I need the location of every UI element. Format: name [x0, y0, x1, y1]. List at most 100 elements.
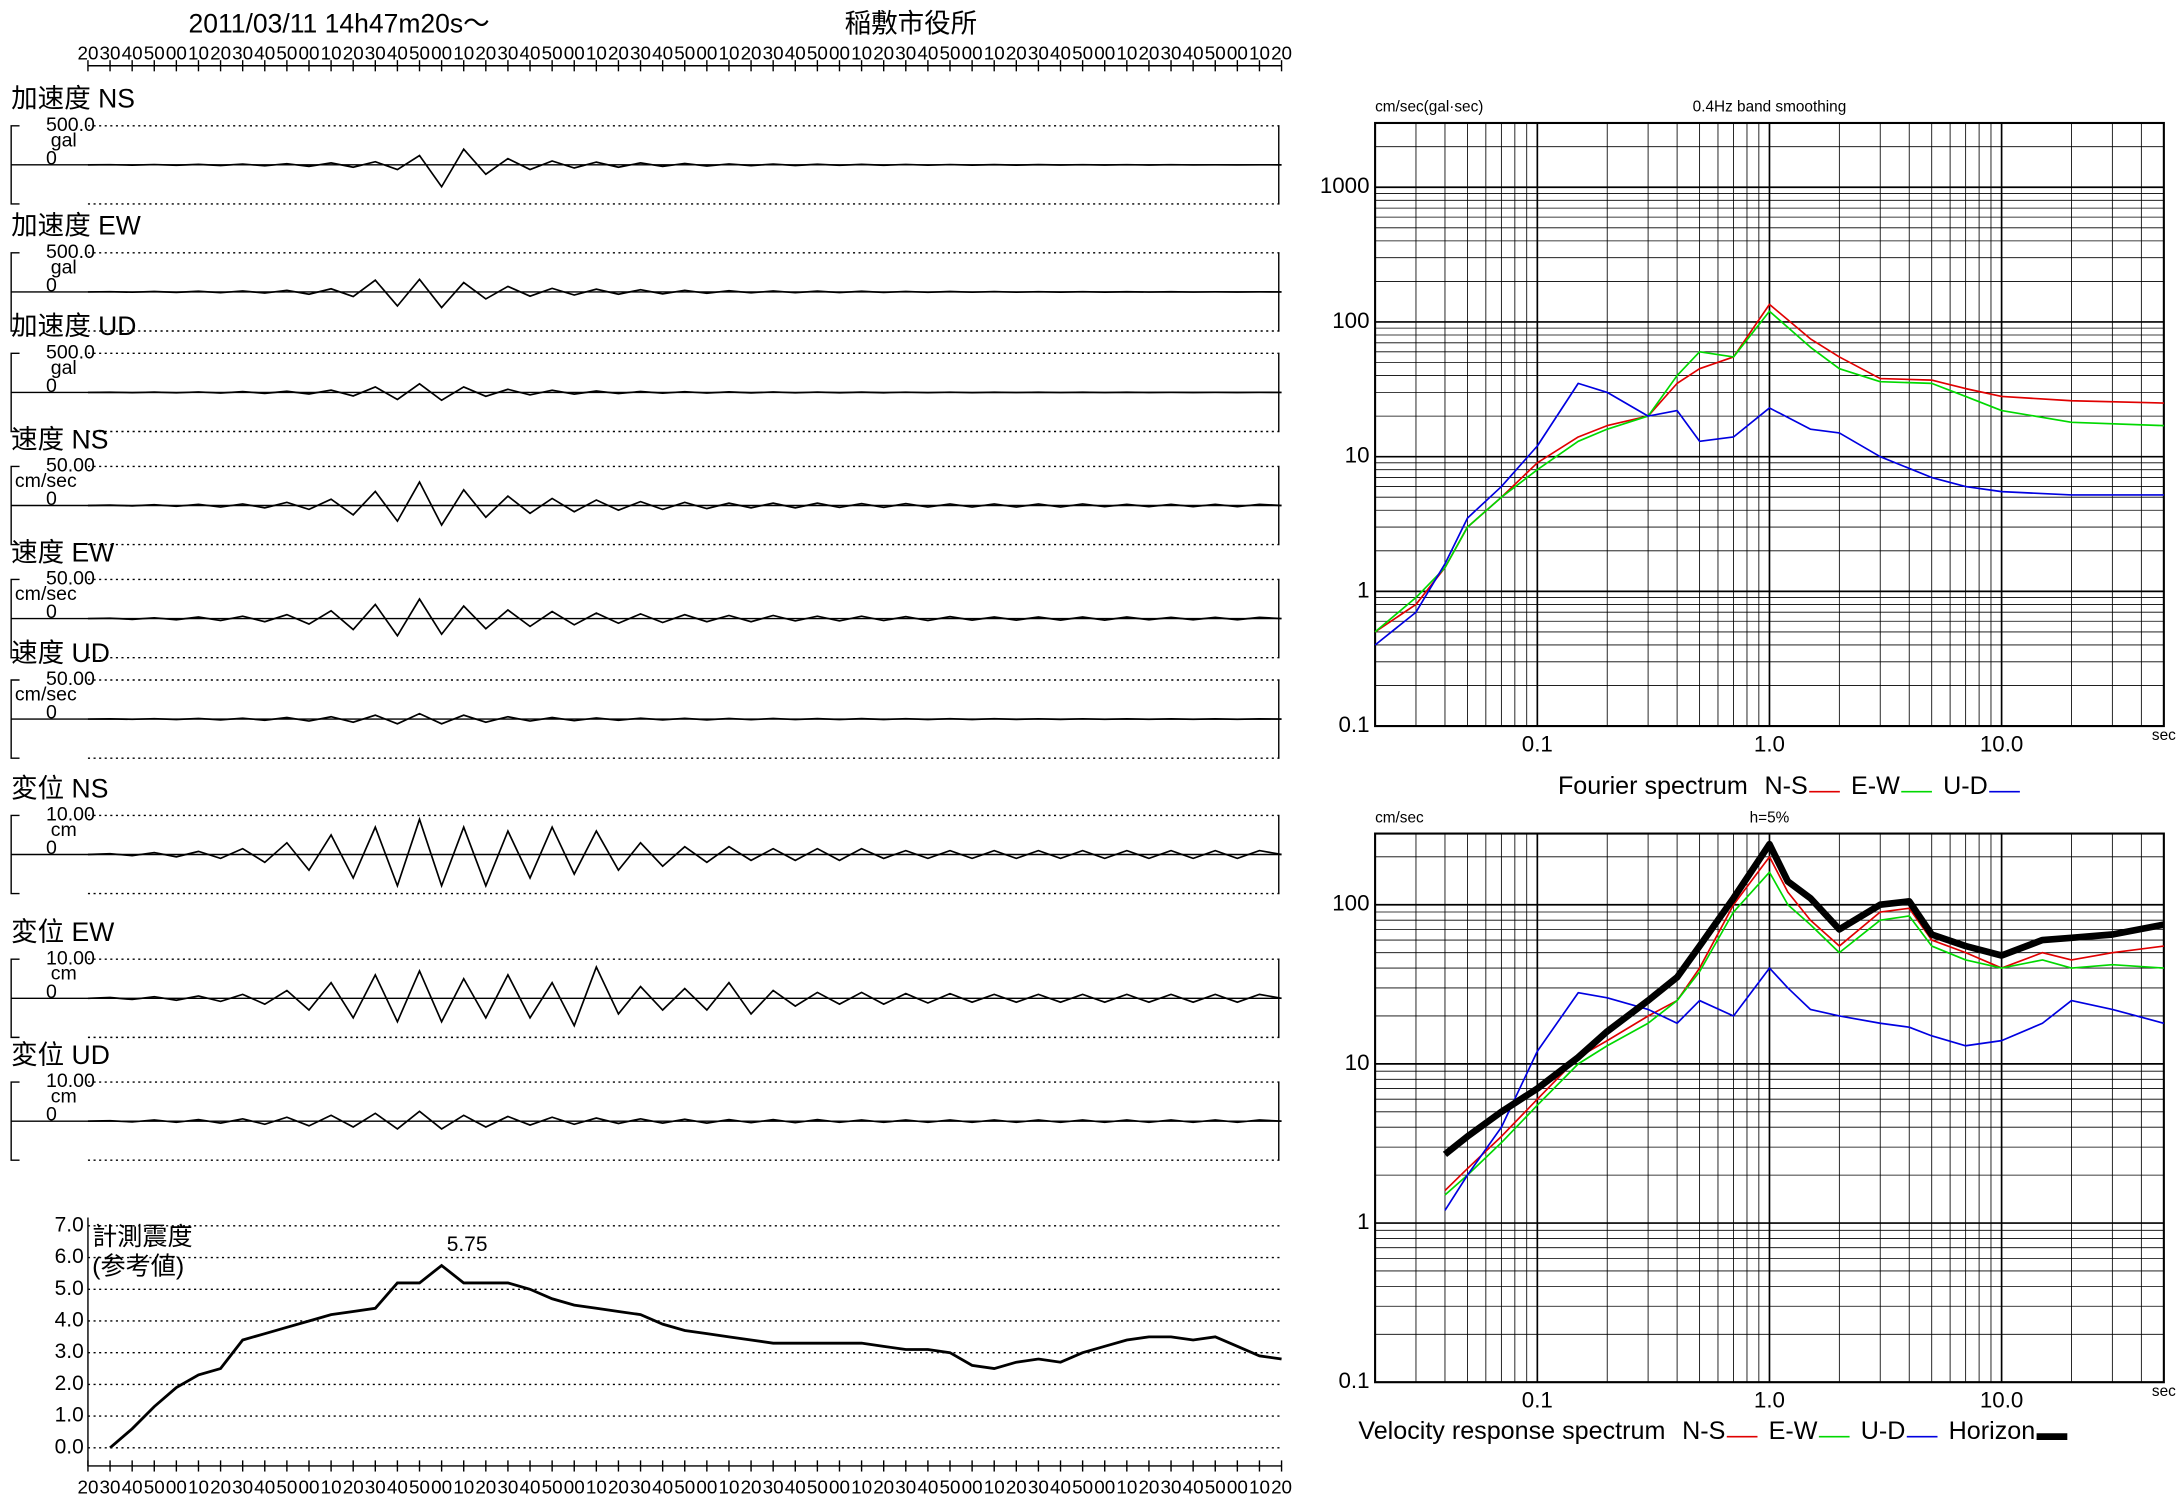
- x-tick-label: 20: [475, 43, 496, 64]
- waveform: [87, 278, 1282, 309]
- x-tick-label: 00: [829, 1476, 850, 1497]
- x-tick-label: 30: [497, 1476, 518, 1497]
- x-tick-label: 1.0: [1754, 732, 1785, 757]
- y-tick-label: 0: [46, 375, 57, 397]
- x-tick-label: 50: [542, 43, 563, 64]
- panel-title: 速度 EW: [11, 537, 114, 567]
- x-tick-label: 00: [431, 1476, 452, 1497]
- x-tick-label: 40: [387, 43, 408, 64]
- x-tick-label: 20: [1138, 1476, 1159, 1497]
- x-tick-label: 20: [873, 1476, 894, 1497]
- y-tick-label: 10: [1345, 443, 1370, 468]
- x-tick-label: 40: [387, 1476, 408, 1497]
- x-tick-label: 40: [785, 1476, 806, 1497]
- x-tick-label: 40: [1183, 43, 1204, 64]
- y-tick-label: 1: [1357, 577, 1369, 602]
- x-tick-label: 40: [917, 43, 938, 64]
- x-tick-label: 50: [807, 1476, 828, 1497]
- x-tick-label: 50: [940, 1476, 961, 1497]
- x-tick-label: 40: [1050, 43, 1071, 64]
- x-tick-label: 10.0: [1980, 1388, 2023, 1413]
- x-tick-label: 40: [520, 43, 541, 64]
- x-axis-label: sec: [2152, 727, 2176, 744]
- waveform: [87, 382, 1282, 402]
- intensity-title: 計測震度: [92, 1223, 192, 1251]
- series-line: [1442, 840, 2165, 1158]
- unit-label: gal: [51, 256, 77, 278]
- x-tick-label: 00: [696, 1476, 717, 1497]
- x-tick-label: 00: [431, 43, 452, 64]
- x-tick-label: 20: [873, 43, 894, 64]
- y-tick-label: 10.00: [46, 1070, 95, 1092]
- y-tick-label: 0.1: [1338, 1368, 1369, 1393]
- y-tick-label: 100: [1332, 308, 1369, 333]
- x-tick-label: 00: [1227, 1476, 1248, 1497]
- panel-title: 速度 UD: [11, 638, 110, 668]
- x-tick-label: 50: [542, 1476, 563, 1497]
- y-tick-label: 4.0: [55, 1309, 84, 1332]
- x-tick-label: 30: [895, 1476, 916, 1497]
- x-tick-label: 30: [630, 1476, 651, 1497]
- x-tick-label: 20: [77, 43, 98, 64]
- x-tick-label: 50: [276, 1476, 297, 1497]
- waveform: [87, 480, 1282, 527]
- x-tick-label: 0.1: [1522, 1388, 1553, 1413]
- unit-label: cm/sec: [15, 684, 77, 706]
- x-tick-label: 30: [1161, 1476, 1182, 1497]
- x-tick-label: 10: [453, 43, 474, 64]
- legend-title: Fourier spectrum: [1558, 772, 1748, 800]
- x-tick-label: 30: [232, 1476, 253, 1497]
- x-axis-label: sec: [2152, 1383, 2176, 1400]
- x-tick-label: 10: [718, 43, 739, 64]
- series-line: [1374, 310, 2164, 633]
- unit-label: cm/sec: [15, 583, 77, 605]
- x-tick-label: 20: [741, 1476, 762, 1497]
- x-tick-label: 40: [1183, 1476, 1204, 1497]
- panel-title: 変位 NS: [11, 773, 108, 803]
- x-tick-label: 30: [232, 43, 253, 64]
- x-tick-label: 40: [520, 1476, 541, 1497]
- x-tick-label: 00: [962, 1476, 983, 1497]
- x-tick-label: 40: [785, 43, 806, 64]
- x-tick-label: 20: [741, 43, 762, 64]
- y-tick-label: 7.0: [55, 1213, 84, 1236]
- x-tick-label: 20: [608, 43, 629, 64]
- x-tick-label: 30: [100, 43, 121, 64]
- y-tick-label: 0: [46, 274, 57, 296]
- x-tick-label: 20: [1006, 43, 1027, 64]
- x-tick-label: 50: [409, 43, 430, 64]
- x-tick-label: 00: [564, 43, 585, 64]
- x-tick-label: 40: [917, 1476, 938, 1497]
- legend-label: N-S: [1682, 1417, 1725, 1445]
- y-tick-label: 50.00: [46, 568, 95, 590]
- x-tick-label: 1.0: [1754, 1388, 1785, 1413]
- y-tick-label: 10.00: [46, 804, 95, 826]
- x-tick-label: 00: [564, 1476, 585, 1497]
- legend-label: N-S: [1765, 772, 1808, 800]
- y-tick-label: 5.0: [55, 1277, 84, 1300]
- y-axis-label: cm/sec(gal·sec): [1375, 99, 1483, 116]
- x-tick-label: 10: [586, 43, 607, 64]
- x-tick-label: 30: [1028, 43, 1049, 64]
- x-tick-label: 50: [674, 43, 695, 64]
- y-tick-label: 2.0: [55, 1372, 84, 1395]
- legend-label: U-D: [1861, 1417, 1906, 1445]
- legend-label: E-W: [1851, 772, 1900, 800]
- x-tick-label: 20: [343, 43, 364, 64]
- y-tick-label: 0: [46, 837, 57, 859]
- x-tick-label: 30: [1028, 1476, 1049, 1497]
- legend-label: Horizon: [1949, 1417, 2036, 1445]
- plot-frame: [1374, 121, 2165, 728]
- intensity-line: [109, 1263, 1282, 1449]
- x-tick-label: 00: [166, 1476, 187, 1497]
- unit-label: cm: [51, 963, 77, 985]
- peak-annotation: 5.75: [447, 1233, 488, 1256]
- series-line: [1444, 855, 2164, 1192]
- chart-subtitle: h=5%: [1750, 809, 1790, 826]
- x-tick-label: 10: [1116, 43, 1137, 64]
- x-tick-label: 20: [1271, 1476, 1292, 1497]
- x-tick-label: 10: [1249, 43, 1270, 64]
- x-tick-label: 50: [940, 43, 961, 64]
- x-tick-label: 20: [210, 1476, 231, 1497]
